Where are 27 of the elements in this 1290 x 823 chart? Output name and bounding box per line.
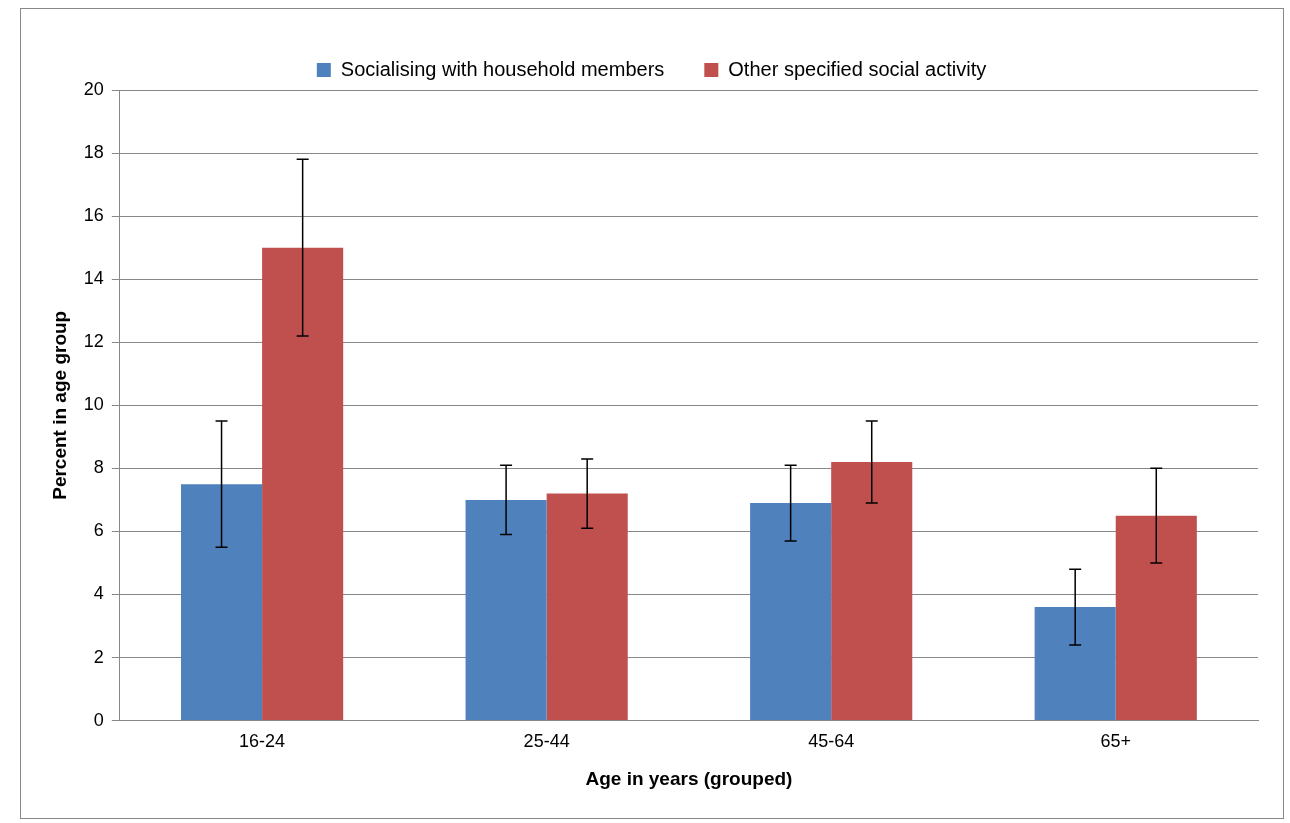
bar [831, 462, 913, 721]
y-tick-label: 20 [83, 78, 104, 99]
y-tick-label: 0 [93, 709, 104, 730]
x-tick-label: 45-64 [808, 731, 855, 752]
bar [1115, 515, 1197, 721]
y-tick-label: 6 [93, 520, 104, 541]
y-tick-label: 18 [83, 142, 104, 163]
y-tick-label: 14 [83, 268, 104, 289]
y-tick-label: 16 [83, 205, 104, 226]
x-tick-label: 16-24 [239, 731, 286, 752]
bar [465, 499, 547, 721]
legend-label: Other specified social activity [728, 57, 987, 80]
bar [750, 503, 832, 721]
x-tick-label: 65+ [1100, 731, 1131, 752]
bar [1034, 607, 1116, 721]
bar [546, 493, 628, 721]
bar [262, 247, 344, 721]
y-tick-label: 4 [93, 583, 104, 604]
y-axis-title: Percent in age group [48, 310, 70, 500]
y-tick-label: 8 [93, 457, 104, 478]
legend-label: Socialising with household members [340, 57, 665, 80]
y-tick-label: 12 [83, 331, 104, 352]
y-tick-label: 10 [83, 394, 104, 415]
y-tick-label: 2 [93, 646, 104, 667]
x-axis-title: Age in years (grouped) [585, 767, 793, 789]
bar [181, 484, 263, 721]
x-tick-label: 25-44 [523, 731, 570, 752]
